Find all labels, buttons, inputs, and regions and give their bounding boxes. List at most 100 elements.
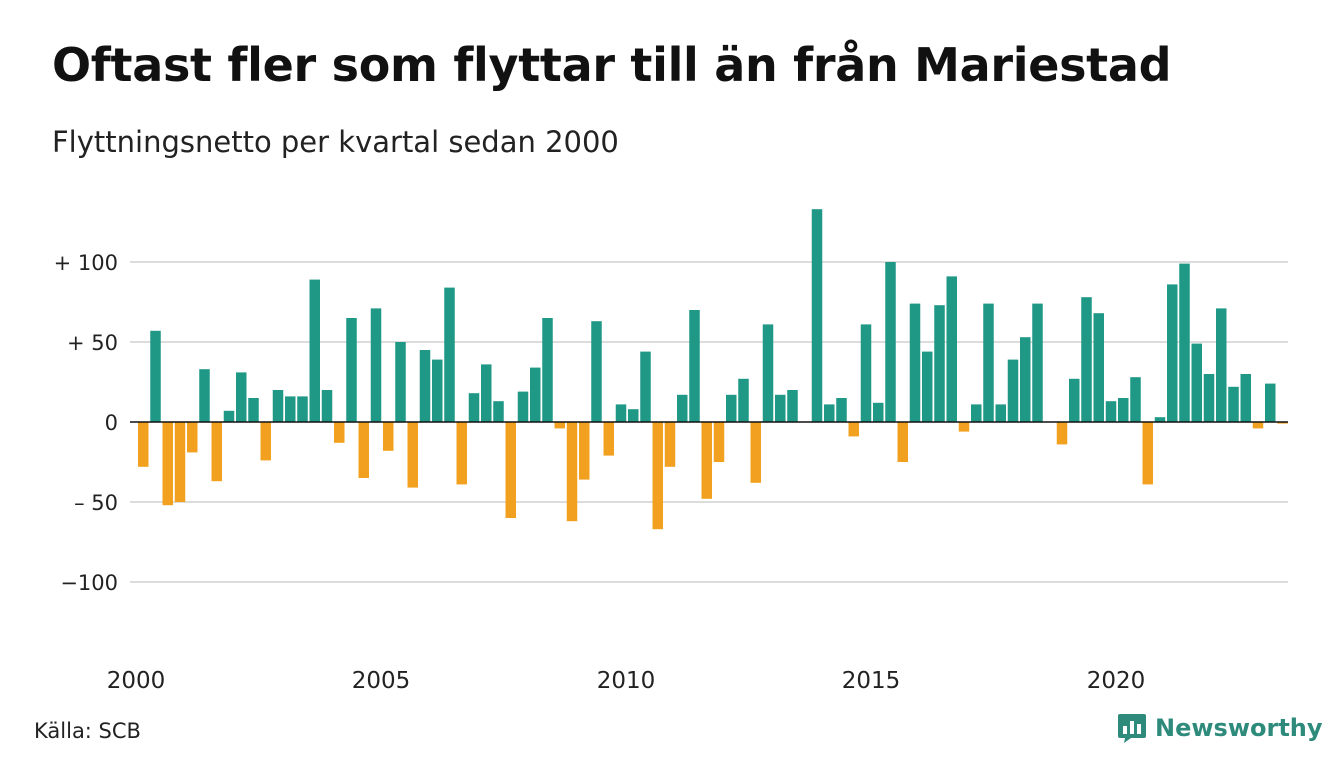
- bar-chart-speech-bubble-icon: [1118, 714, 1146, 743]
- bar: [1265, 383, 1276, 422]
- bar: [468, 393, 480, 422]
- bar: [1105, 401, 1117, 422]
- bar: [971, 404, 982, 422]
- x-tick-label: 2020: [1087, 668, 1146, 694]
- bar: [444, 287, 455, 422]
- bar: [285, 396, 296, 422]
- bar: [885, 262, 896, 422]
- bar: [542, 318, 553, 422]
- y-tick-label: 0: [105, 411, 118, 435]
- bar: [775, 394, 786, 422]
- bar: [530, 367, 541, 422]
- bar: [236, 372, 247, 422]
- bar: [517, 391, 529, 422]
- bar: [1179, 263, 1190, 422]
- bar: [554, 422, 565, 429]
- x-tick-label: 2000: [107, 668, 166, 694]
- bar: [187, 422, 198, 453]
- bar: [762, 324, 774, 422]
- bar: [1020, 337, 1031, 422]
- source-note: Källa: SCB: [34, 719, 141, 743]
- bar: [909, 303, 921, 422]
- bar: [836, 398, 847, 422]
- bar: [150, 330, 161, 422]
- bar: [677, 394, 688, 422]
- bar: [983, 303, 994, 422]
- bar: [260, 422, 271, 461]
- bar: [946, 276, 957, 422]
- bar: [1240, 374, 1251, 422]
- bar: [652, 422, 663, 530]
- y-axis-tick-labels: + 100 + 50 0 – 50 −100: [54, 251, 118, 595]
- bar: [897, 422, 908, 462]
- bar: [1167, 284, 1178, 422]
- bar: [934, 305, 945, 422]
- x-tick-label: 2015: [842, 668, 901, 694]
- bar: [787, 390, 798, 422]
- bar: [358, 422, 369, 478]
- chart-subtitle: Flyttningsnetto per kvartal sedan 2000: [52, 125, 619, 159]
- bar: [1118, 398, 1129, 422]
- bar: [1191, 343, 1202, 422]
- bar: [995, 404, 1006, 422]
- bar: [493, 401, 504, 422]
- bar: [615, 404, 627, 422]
- bar: [456, 422, 467, 485]
- bar: [138, 422, 149, 467]
- bar: [1130, 377, 1141, 422]
- bar: [407, 422, 418, 488]
- bar: [1228, 386, 1239, 422]
- bar: [873, 402, 884, 422]
- bar: [1093, 313, 1104, 422]
- bars: [130, 209, 1288, 530]
- bar: [958, 422, 970, 432]
- bar: [211, 422, 222, 482]
- bar: [1081, 297, 1092, 422]
- bar: [848, 422, 859, 437]
- bar: [664, 422, 676, 467]
- bar: [199, 369, 210, 422]
- bar: [579, 422, 590, 480]
- bar: [640, 351, 651, 422]
- bar: [481, 364, 492, 422]
- x-axis-tick-labels: 2000 2005 2010 2015 2020: [107, 668, 1146, 694]
- bar: [309, 279, 320, 422]
- bar: [505, 422, 516, 518]
- newsworthy-logo: Newsworthy: [1117, 712, 1323, 744]
- bar: [1203, 374, 1215, 422]
- bar: [922, 351, 933, 422]
- y-tick-label: + 100: [54, 251, 118, 275]
- bar: [591, 321, 602, 422]
- bar: [1154, 417, 1166, 422]
- y-tick-label: −100: [60, 571, 118, 595]
- bar: [1277, 422, 1288, 424]
- bar: [1032, 303, 1043, 422]
- bar: [566, 422, 578, 522]
- bar: [432, 359, 443, 422]
- bar: [726, 394, 737, 422]
- brand-name: Newsworthy: [1155, 714, 1323, 742]
- bar: [346, 318, 357, 422]
- bar: [370, 308, 382, 422]
- bar: [297, 396, 308, 422]
- x-tick-label: 2005: [352, 668, 411, 694]
- bar: [174, 422, 186, 502]
- bar: [334, 422, 345, 443]
- bar: [824, 404, 835, 422]
- bar: [162, 422, 173, 506]
- bar: [603, 422, 614, 456]
- bar: [1056, 422, 1068, 445]
- y-tick-label: + 50: [67, 331, 118, 355]
- bar: [1069, 378, 1080, 422]
- bar: [713, 422, 725, 462]
- bar: [628, 409, 639, 422]
- bar: [689, 310, 700, 422]
- bar: [383, 422, 394, 451]
- bar: [701, 422, 712, 499]
- x-tick-label: 2010: [597, 668, 656, 694]
- bar: [321, 390, 333, 422]
- bar: [750, 422, 761, 483]
- bar: [860, 324, 872, 422]
- y-tick-label: – 50: [74, 491, 118, 515]
